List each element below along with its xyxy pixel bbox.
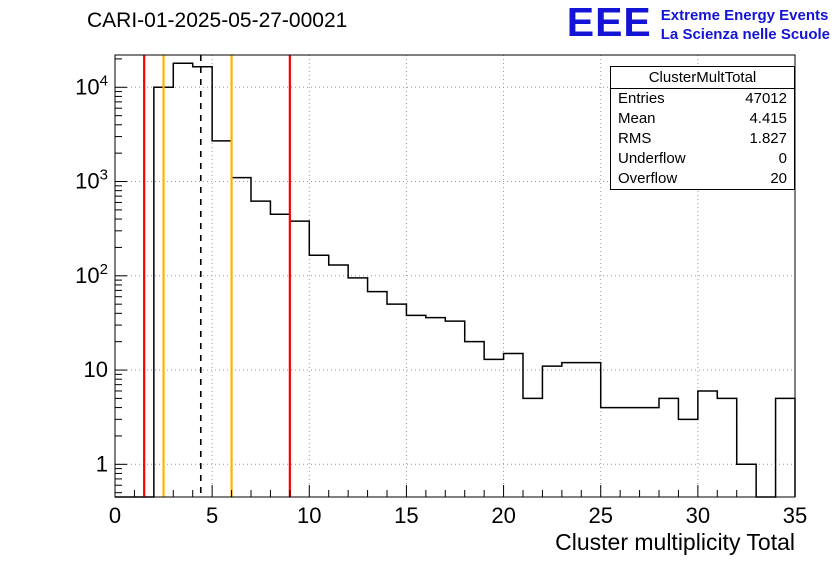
stats-row-underflow: Underflow 0 [611,149,794,169]
stats-value: 4.415 [749,110,787,127]
stats-value: 0 [778,150,787,167]
grid-lines [115,55,795,497]
stats-box-title: ClusterMultTotal [611,67,794,89]
stats-label: Entries [618,90,665,107]
stats-row-mean: Mean 4.415 [611,109,794,129]
x-axis-title: Cluster multiplicity Total [555,529,795,555]
x-tick-labels: 0 5 10 15 20 25 30 35 [109,503,807,528]
eee-logo: EEE Extreme Energy Events La Scienza nel… [567,2,830,44]
x-axis-ticks [114,485,796,497]
eee-logo-text: Extreme Energy Events La Scienza nelle S… [661,2,830,44]
stats-label: Mean [618,110,656,127]
stats-label: Underflow [618,150,686,167]
plot-title: CARI-01-2025-05-27-00021 [87,9,348,32]
stats-row-overflow: Overflow 20 [611,169,794,189]
svg-text:10: 10 [297,503,321,528]
marker-lines [143,55,291,497]
stats-row-entries: Entries 47012 [611,89,794,109]
y-tick-labels: 1 10 102 103 104 [75,72,108,476]
stats-value: 1.827 [749,130,787,147]
svg-text:15: 15 [394,503,418,528]
y-axis-ticks [115,58,127,494]
stats-label: RMS [618,130,652,147]
stats-row-rms: RMS 1.827 [611,129,794,149]
svg-text:30: 30 [686,503,710,528]
svg-text:20: 20 [491,503,515,528]
stats-label: Overflow [618,170,678,187]
svg-text:103: 103 [75,167,108,194]
svg-text:1: 1 [96,451,108,476]
svg-text:25: 25 [588,503,612,528]
eee-logo-line2: La Scienza nelle Scuole [660,26,830,43]
svg-text:10: 10 [84,357,108,382]
svg-text:104: 104 [75,72,108,99]
eee-logo-line1: Extreme Energy Events [660,7,829,24]
stats-value: 20 [770,170,787,187]
svg-text:0: 0 [109,503,121,528]
stats-value: 47012 [745,90,787,107]
svg-text:102: 102 [75,261,108,288]
eee-logo-acronym: EEE [566,0,652,45]
svg-text:35: 35 [783,503,807,528]
stats-box: ClusterMultTotal Entries 47012 Mean 4.41… [610,66,795,190]
svg-text:5: 5 [206,503,218,528]
